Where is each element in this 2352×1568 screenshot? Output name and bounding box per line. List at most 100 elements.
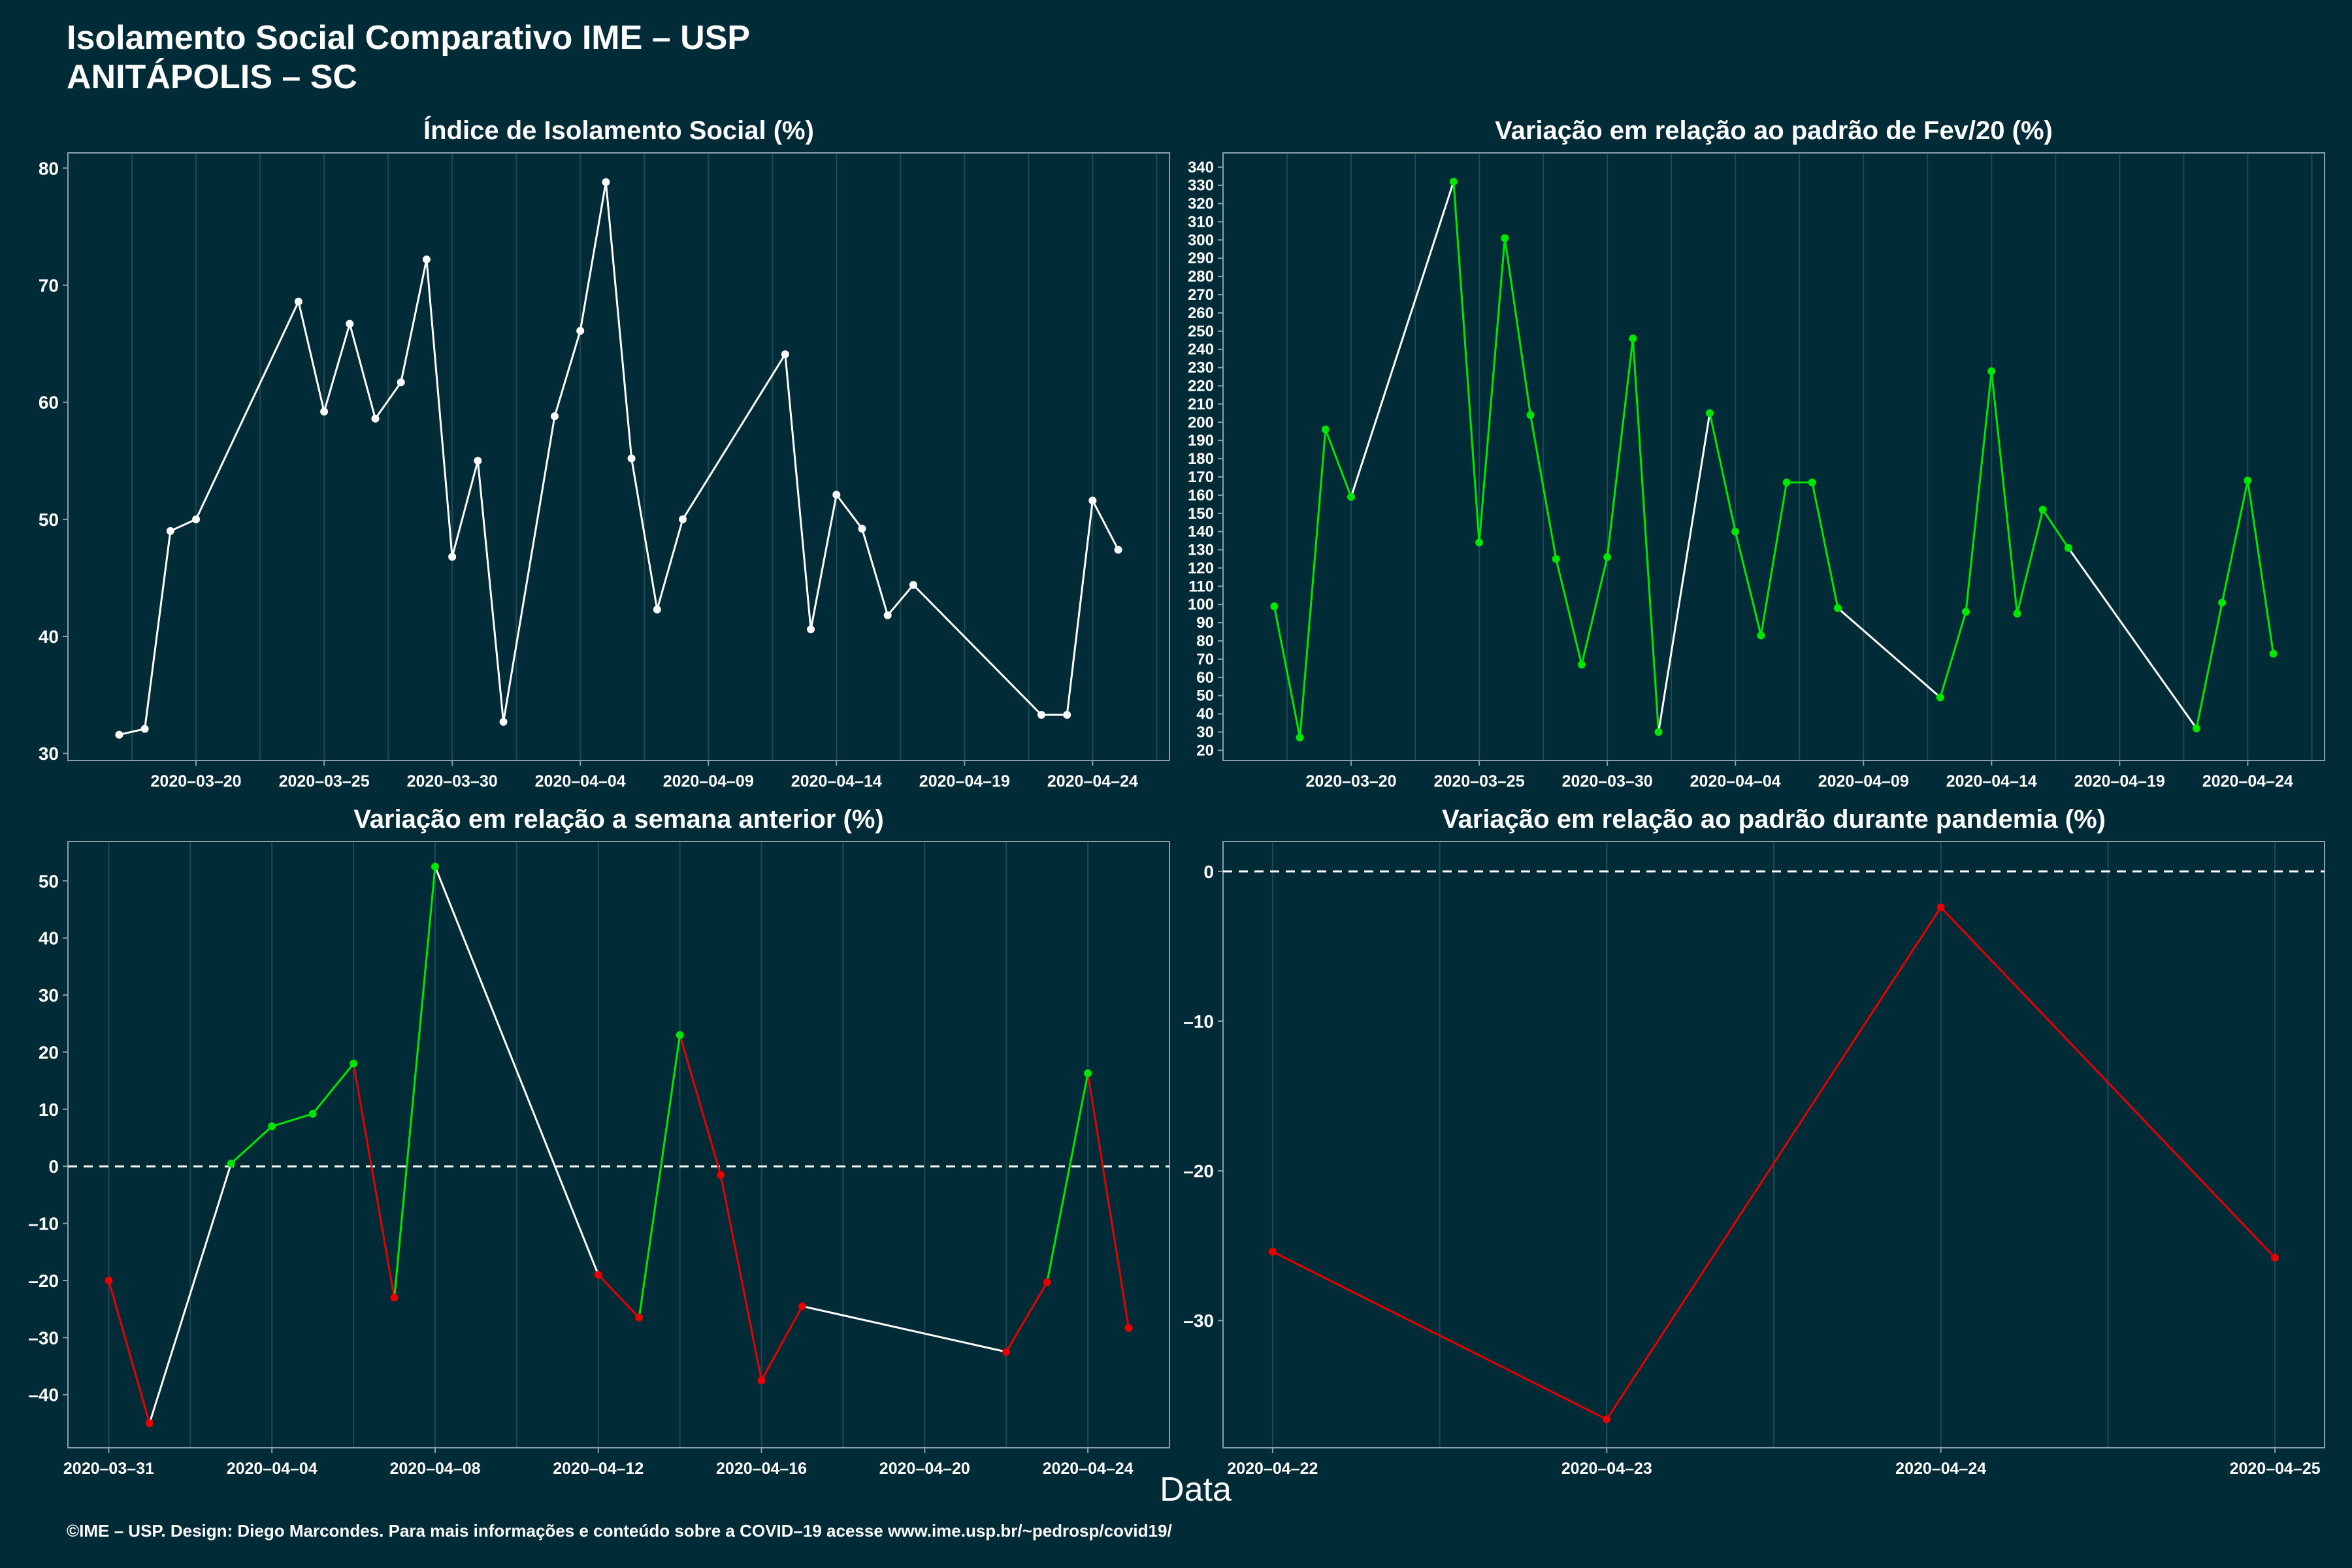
figure-title: Isolamento Social Comparativo IME – USP xyxy=(67,19,751,57)
series-segment xyxy=(502,416,556,723)
x-tick-label: 2020–03–20 xyxy=(151,772,242,791)
y-tick-label: 100 xyxy=(1188,596,1214,613)
series-segment xyxy=(1940,906,2276,1259)
data-point xyxy=(2271,1253,2279,1262)
series-segment xyxy=(760,1305,804,1381)
data-point xyxy=(1002,1348,1011,1356)
series-segment xyxy=(1005,1281,1048,1352)
data-point xyxy=(1834,604,1842,612)
series-segment xyxy=(144,531,172,729)
data-point xyxy=(1475,538,1484,547)
series-segment xyxy=(1529,414,1558,559)
data-point xyxy=(1501,234,1509,242)
y-tick-label: 80 xyxy=(39,158,59,178)
y-tick-label: 10 xyxy=(39,1100,59,1120)
y-tick-label: 320 xyxy=(1188,195,1214,213)
y-tick-label: 20 xyxy=(1196,742,1214,759)
data-point xyxy=(1347,493,1356,501)
y-tick-label: 220 xyxy=(1188,377,1214,395)
series-segment xyxy=(1631,338,1660,732)
series-segment xyxy=(1606,906,1942,1420)
series-segment xyxy=(1939,611,1967,698)
series-segment xyxy=(2016,509,2044,614)
data-point xyxy=(1987,367,1996,376)
y-tick-label: 230 xyxy=(1188,359,1214,377)
data-point xyxy=(2244,476,2252,485)
series-segment xyxy=(630,458,659,610)
data-point xyxy=(192,515,201,523)
series-segment xyxy=(230,1125,273,1164)
y-tick-label: 260 xyxy=(1188,304,1214,322)
y-tick-label: 140 xyxy=(1188,523,1214,541)
data-point xyxy=(1808,478,1816,487)
series-segment xyxy=(861,528,889,616)
x-tick-label: 2020–04–04 xyxy=(227,1460,318,1478)
series-segment xyxy=(1708,413,1737,532)
y-tick-label: 310 xyxy=(1188,213,1214,231)
data-point xyxy=(1088,497,1097,505)
series-segment xyxy=(836,494,863,530)
data-point xyxy=(2192,724,2200,732)
y-tick-label: 0 xyxy=(48,1156,59,1177)
data-point xyxy=(350,1059,358,1068)
panel-border xyxy=(1222,841,2325,1448)
series-segment xyxy=(2221,480,2249,603)
y-tick-label: –20 xyxy=(1183,1161,1214,1181)
y-tick-label: 240 xyxy=(1188,341,1214,359)
series-segment xyxy=(476,461,505,723)
data-point xyxy=(1629,334,1637,342)
data-point xyxy=(883,611,892,619)
data-point xyxy=(757,1376,766,1384)
series-segment xyxy=(323,323,351,412)
series-segment xyxy=(1086,1073,1130,1328)
x-tick-label: 2020–04–16 xyxy=(716,1460,807,1478)
x-tick-label: 2020–04–24 xyxy=(2202,772,2293,791)
series-segment xyxy=(271,1113,314,1128)
y-tick-label: 50 xyxy=(39,871,59,891)
series-segment xyxy=(1580,557,1609,665)
data-point xyxy=(474,457,482,465)
data-point xyxy=(2218,598,2227,607)
data-point xyxy=(576,327,585,335)
series-segment xyxy=(1272,1250,1607,1420)
data-point xyxy=(676,1031,684,1039)
y-tick-label: 290 xyxy=(1188,250,1214,267)
data-point xyxy=(1962,608,1970,616)
x-tick-label: 2020–04–04 xyxy=(535,772,626,791)
data-point xyxy=(627,454,636,463)
y-tick-label: –20 xyxy=(28,1271,59,1291)
x-tick-label: 2020–04–22 xyxy=(1227,1460,1318,1478)
y-tick-label: 250 xyxy=(1188,323,1214,340)
x-tick-label: 2020–03–25 xyxy=(1434,772,1525,791)
data-point xyxy=(227,1159,235,1168)
series-segment xyxy=(1299,429,1327,738)
y-tick-label: 50 xyxy=(39,510,59,530)
data-point xyxy=(798,1302,806,1311)
data-point xyxy=(717,1171,725,1179)
x-tick-label: 2020–04–14 xyxy=(1946,772,2037,791)
y-tick-label: 170 xyxy=(1188,468,1214,486)
data-point xyxy=(1552,555,1560,563)
series-segment xyxy=(434,866,600,1275)
x-tick-label: 2020–04–09 xyxy=(1818,772,1909,791)
y-tick-label: 150 xyxy=(1188,505,1214,523)
data-point xyxy=(1603,1415,1611,1424)
y-tick-label: –30 xyxy=(1183,1311,1214,1331)
data-point xyxy=(1782,478,1791,487)
data-point xyxy=(346,319,354,328)
figure-subtitle: ANITÁPOLIS – SC xyxy=(67,58,357,96)
series-segment xyxy=(719,1175,763,1381)
x-tick-label: 2020–04–23 xyxy=(1561,1460,1652,1478)
y-tick-label: 120 xyxy=(1188,559,1214,577)
series-segment xyxy=(553,330,581,417)
y-tick-label: –30 xyxy=(28,1328,59,1348)
y-tick-label: 30 xyxy=(1196,723,1214,741)
x-tick-label: 2020–04–25 xyxy=(2230,1460,2321,1478)
series-segment xyxy=(1837,607,1941,698)
series-segment xyxy=(374,382,402,419)
data-point xyxy=(1114,546,1122,554)
data-point xyxy=(635,1313,644,1322)
series-segment xyxy=(802,1305,1007,1353)
data-point xyxy=(145,1419,154,1428)
x-axis-label: Data xyxy=(1160,1471,1232,1509)
